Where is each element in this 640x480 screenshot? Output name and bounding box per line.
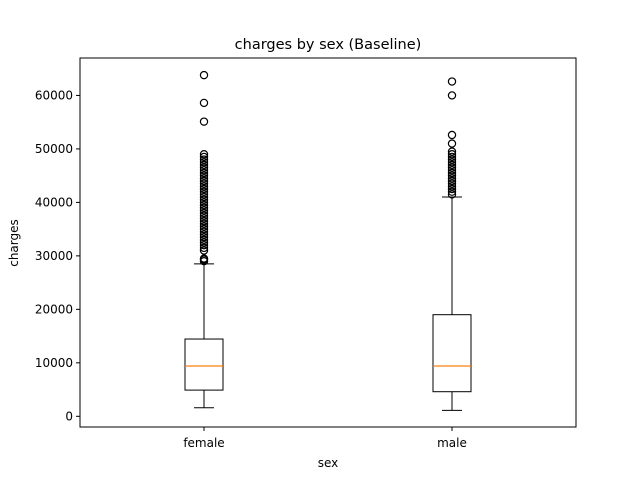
outlier-point bbox=[199, 206, 209, 215]
y-tick-label: 10000 bbox=[35, 356, 73, 370]
y-tick-label: 40000 bbox=[35, 195, 73, 209]
outlier-point bbox=[447, 171, 457, 180]
outlier-point bbox=[199, 190, 209, 199]
outlier-point bbox=[199, 208, 209, 218]
outlier-point bbox=[199, 243, 209, 253]
outlier-point bbox=[447, 163, 457, 172]
y-axis: 0 10000 20000 30000 40000 50000 60000 bbox=[35, 88, 80, 423]
outlier-point bbox=[447, 147, 457, 156]
outlier-point bbox=[199, 238, 209, 247]
outlier-point bbox=[199, 192, 209, 202]
outlier-point bbox=[199, 235, 209, 245]
outlier-point bbox=[447, 150, 457, 159]
outlier-point bbox=[199, 224, 209, 234]
outlier-point bbox=[199, 240, 209, 250]
outlier-point bbox=[447, 77, 457, 86]
chart-title: charges by sex (Baseline) bbox=[235, 37, 422, 53]
outlier-point bbox=[447, 158, 457, 167]
outlier-point bbox=[199, 254, 209, 263]
x-axis-label: sex bbox=[318, 456, 339, 470]
outlier-point bbox=[199, 216, 209, 226]
y-tick-label: 30000 bbox=[35, 249, 73, 263]
boxes bbox=[184, 70, 472, 411]
box-female bbox=[184, 70, 224, 409]
plot-area bbox=[79, 57, 577, 428]
iqr-box bbox=[184, 338, 224, 391]
outlier-point bbox=[447, 179, 457, 188]
outlier-point bbox=[447, 176, 457, 186]
outlier-point bbox=[447, 168, 457, 178]
outlier-point bbox=[447, 152, 457, 162]
outlier-point bbox=[447, 187, 457, 196]
outlier-point bbox=[447, 130, 457, 140]
outlier-point bbox=[199, 200, 209, 210]
y-tick-label: 60000 bbox=[35, 88, 73, 102]
outlier-point bbox=[447, 160, 457, 170]
outlier-point bbox=[447, 190, 457, 199]
outlier-point bbox=[199, 182, 209, 191]
outlier-point bbox=[199, 203, 209, 212]
outlier-point bbox=[199, 150, 209, 159]
outlier-point bbox=[199, 158, 209, 167]
outlier-point bbox=[447, 174, 457, 183]
outlier-point bbox=[199, 176, 209, 186]
outlier-point bbox=[199, 174, 209, 183]
iqr-box bbox=[432, 314, 472, 393]
outlier-point bbox=[199, 70, 209, 80]
outlier-point bbox=[199, 98, 209, 108]
outlier-point bbox=[199, 117, 209, 126]
outlier-point bbox=[447, 91, 457, 100]
y-tick-label: 50000 bbox=[35, 142, 73, 156]
outlier-point bbox=[199, 222, 209, 231]
x-tick-label: female bbox=[183, 436, 224, 450]
outlier-point bbox=[447, 184, 457, 194]
outlier-point bbox=[447, 139, 457, 148]
outlier-point bbox=[447, 155, 457, 164]
outlier-point bbox=[199, 219, 209, 228]
outlier-point bbox=[199, 160, 209, 170]
x-tick-label: male bbox=[437, 436, 467, 450]
outlier-point bbox=[447, 182, 457, 191]
outlier-point bbox=[199, 195, 209, 204]
outlier-point bbox=[199, 198, 209, 207]
y-tick-label: 20000 bbox=[35, 302, 73, 316]
x-axis: female male bbox=[183, 427, 467, 450]
y-tick-label: 0 bbox=[65, 409, 73, 423]
outlier-point bbox=[199, 230, 209, 239]
outlier-point bbox=[199, 168, 209, 178]
outlier-point bbox=[199, 187, 209, 196]
outlier-point bbox=[199, 155, 209, 164]
outlier-point bbox=[199, 184, 209, 194]
outlier-point bbox=[199, 166, 209, 175]
outlier-point bbox=[199, 214, 209, 223]
outlier-point bbox=[447, 166, 457, 175]
outlier-point bbox=[199, 179, 209, 188]
outlier-point bbox=[199, 163, 209, 172]
outlier-point bbox=[199, 211, 209, 220]
outlier-point bbox=[199, 171, 209, 180]
outlier-point bbox=[199, 246, 209, 255]
outlier-point bbox=[199, 232, 209, 242]
outlier-point bbox=[199, 152, 209, 162]
box-male bbox=[432, 77, 472, 411]
outlier-point bbox=[199, 227, 209, 237]
y-axis-label: charges bbox=[7, 219, 21, 267]
